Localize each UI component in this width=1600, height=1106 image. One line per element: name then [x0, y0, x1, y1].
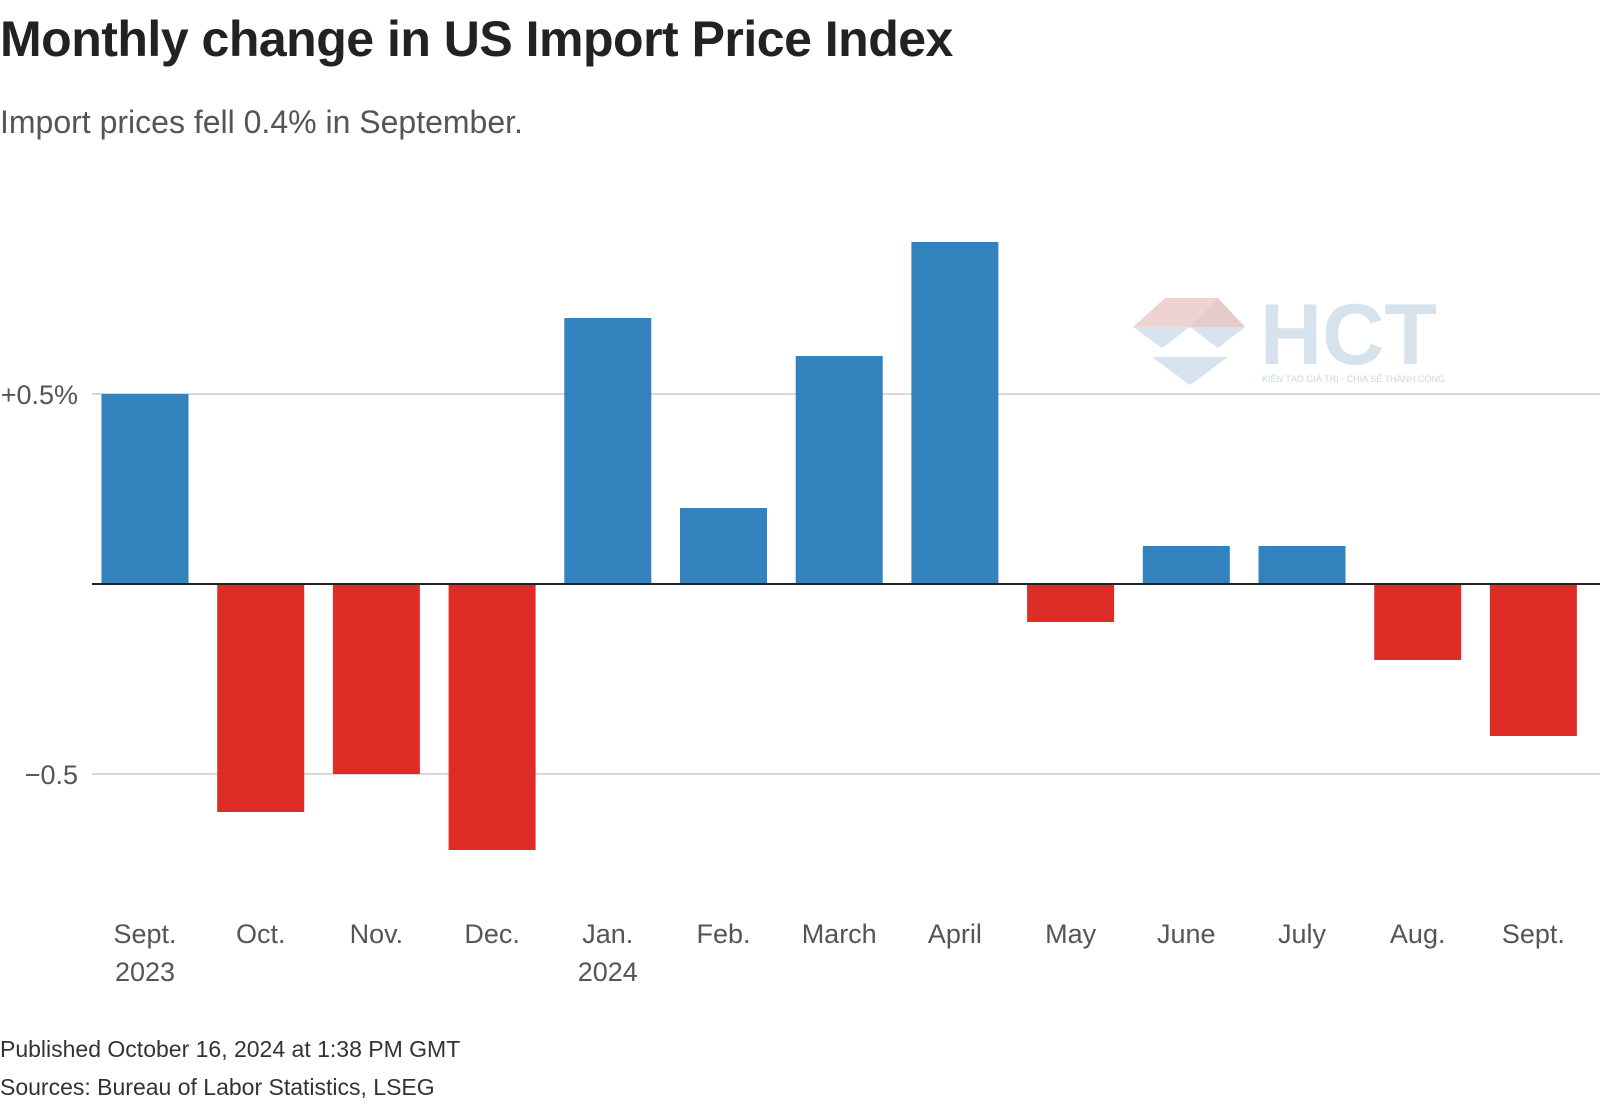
x-tick-year-label: 2024	[578, 957, 638, 987]
watermark-logo-text: HCT	[1260, 287, 1437, 383]
x-tick-label: Jan.	[582, 919, 633, 949]
x-tick-label: Oct.	[236, 919, 286, 949]
x-tick-label: May	[1045, 919, 1097, 949]
bar-negative	[1489, 584, 1577, 736]
y-tick-label: +0.5%	[1, 380, 78, 410]
y-tick-label: −0.5	[25, 760, 78, 790]
chart-subtitle: Import prices fell 0.4% in September.	[0, 104, 523, 140]
bar-negative	[448, 584, 536, 850]
chart-title: Monthly change in US Import Price Index	[0, 11, 953, 67]
x-tick-label: Sept.	[1502, 919, 1565, 949]
bar-positive	[795, 356, 883, 584]
bar-positive	[101, 394, 189, 584]
sources-note: Sources: Bureau of Labor Statistics, LSE…	[0, 1074, 435, 1100]
x-tick-year-label: 2023	[115, 957, 175, 987]
x-tick-label: Dec.	[464, 919, 520, 949]
bar-positive	[1258, 546, 1346, 584]
x-tick-label: Feb.	[696, 919, 750, 949]
hct-watermark-logo: HCT KIẾN TẠO GIÁ TRỊ - CHIA SẺ THÀNH CÔN…	[1133, 287, 1445, 385]
diamond-logo-icon	[1133, 298, 1245, 385]
x-tick-label: April	[928, 919, 982, 949]
bar-negative	[1374, 584, 1462, 660]
watermark-tagline: KIẾN TẠO GIÁ TRỊ - CHIA SẺ THÀNH CÔNG	[1262, 373, 1445, 384]
published-date: Published October 16, 2024 at 1:38 PM GM…	[0, 1036, 461, 1062]
bar-negative	[332, 584, 420, 774]
x-tick-label: Aug.	[1390, 919, 1446, 949]
bar-chart: HCT KIẾN TẠO GIÁ TRỊ - CHIA SẺ THÀNH CÔN…	[1, 242, 1600, 987]
x-tick-label: Nov.	[350, 919, 404, 949]
bar-positive	[680, 508, 767, 584]
bar-positive	[1142, 546, 1230, 584]
bar-positive	[564, 318, 652, 584]
bar-positive	[911, 242, 999, 584]
x-tick-label: July	[1278, 919, 1327, 949]
bar-negative	[217, 584, 305, 812]
x-tick-label: Sept.	[113, 919, 176, 949]
x-tick-label: March	[802, 919, 877, 949]
x-tick-label: June	[1157, 919, 1216, 949]
bar-negative	[1027, 584, 1115, 622]
